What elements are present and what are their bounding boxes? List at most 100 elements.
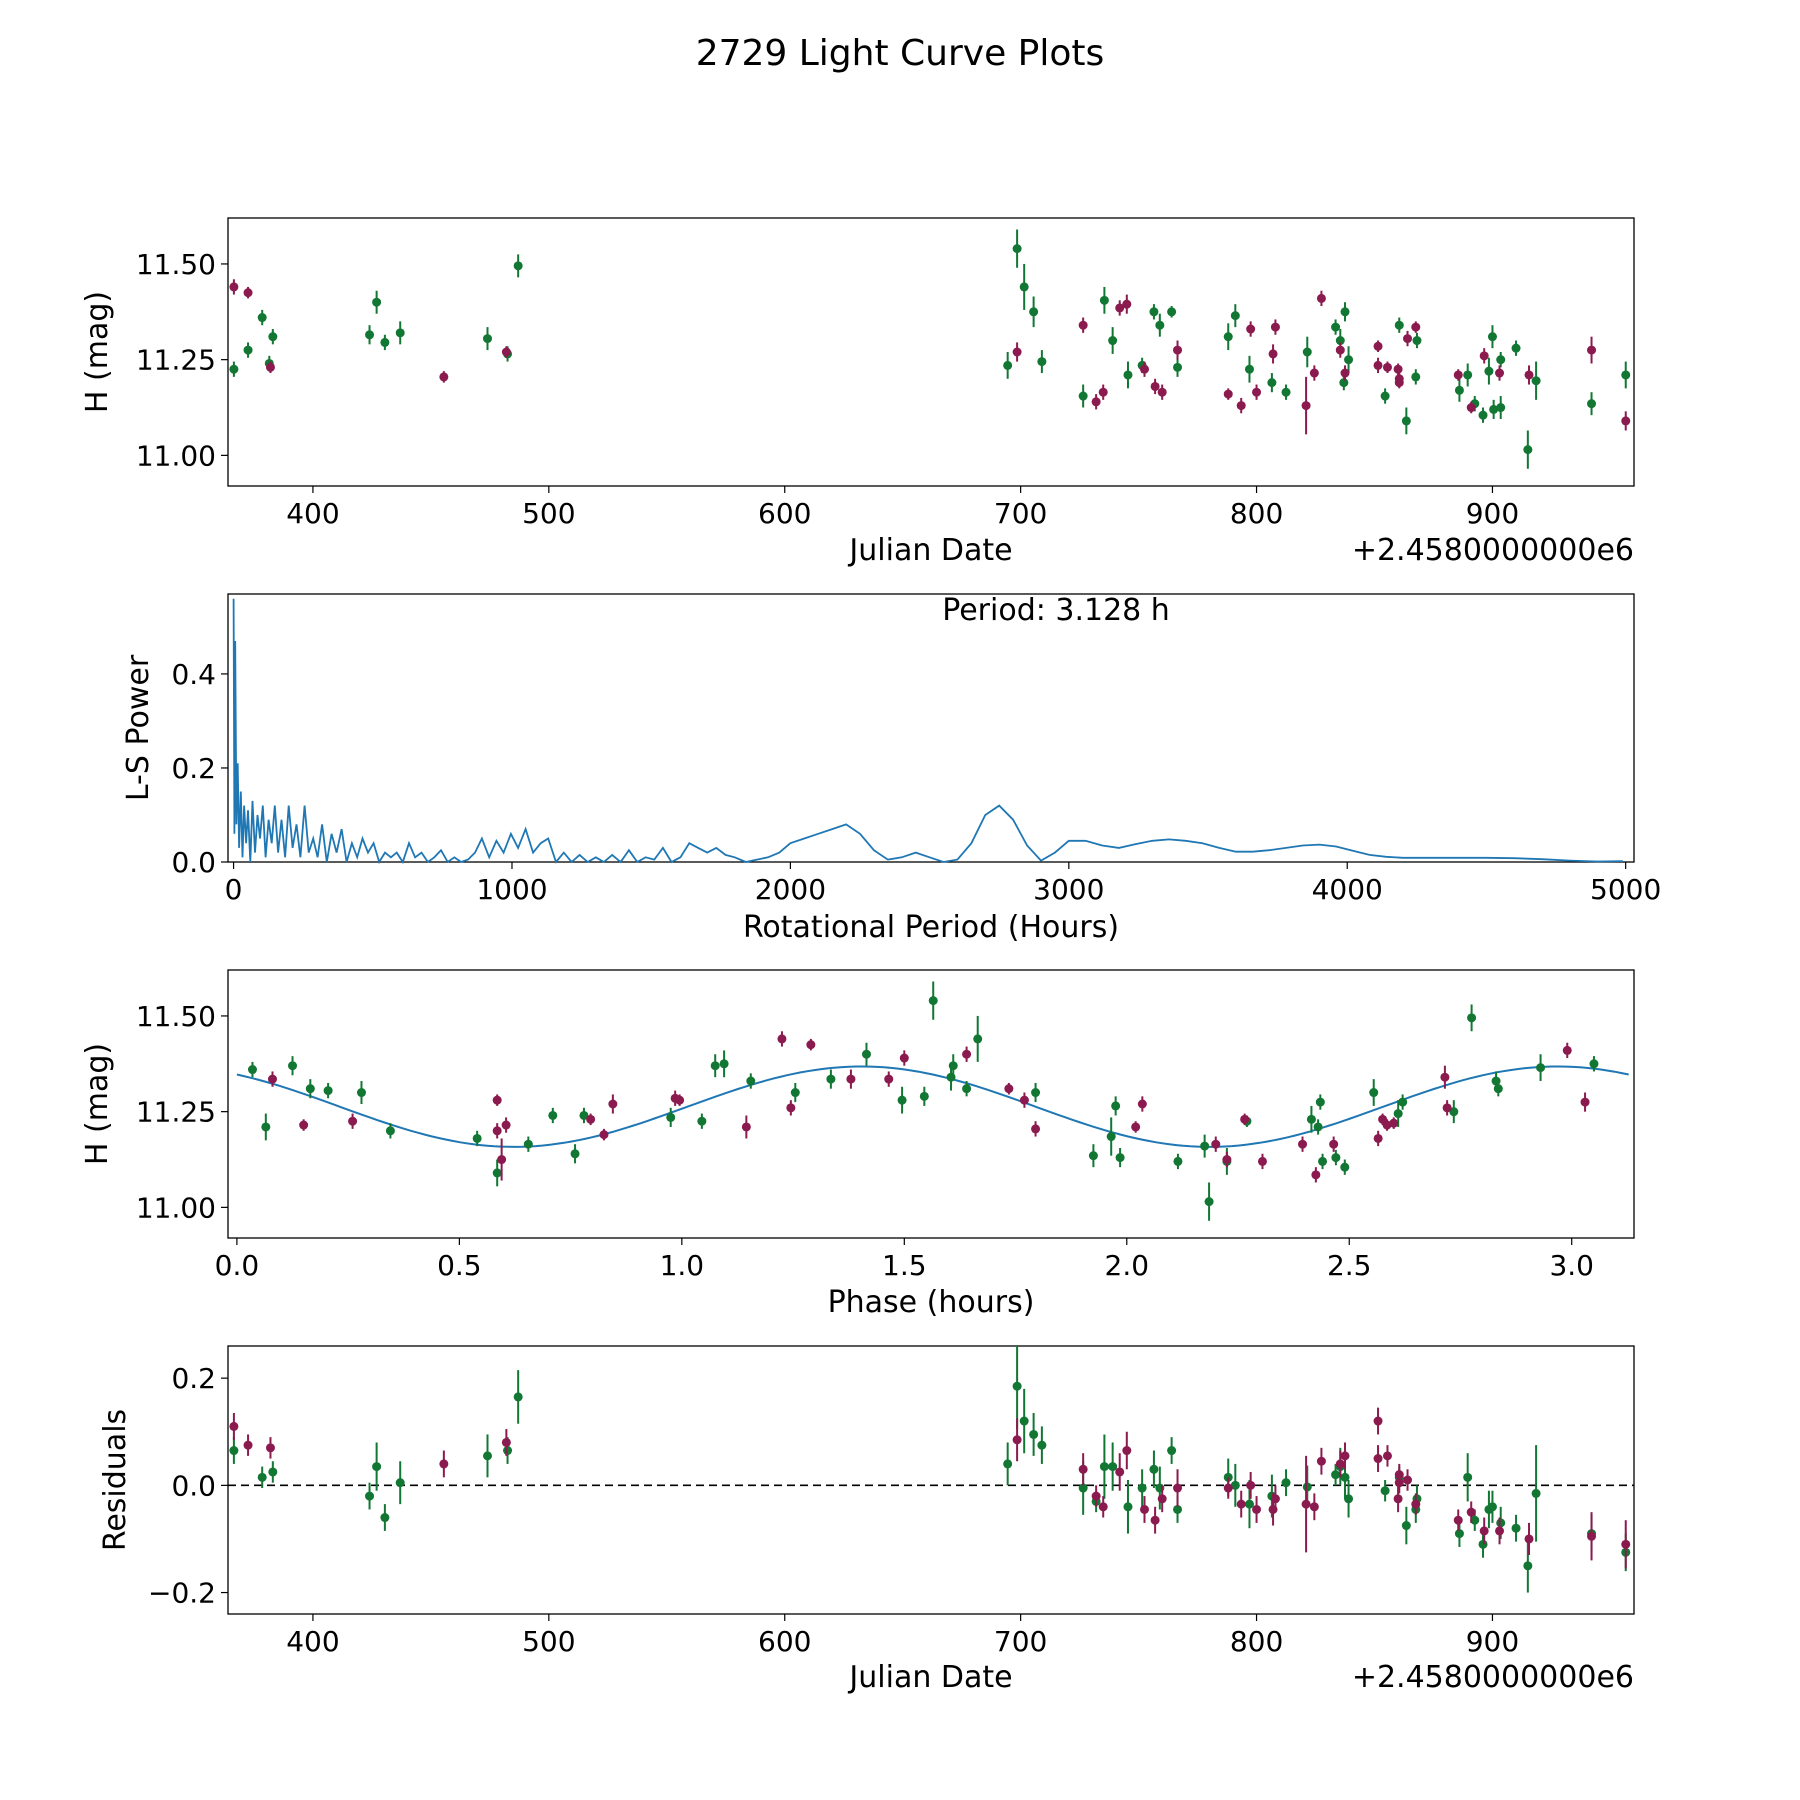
data-point-magenta: [1078, 320, 1088, 330]
data-point-green: [1478, 410, 1488, 420]
data-point-green: [1106, 1132, 1116, 1142]
data-point-green: [372, 1462, 382, 1472]
data-point-green: [1230, 1480, 1240, 1490]
data-point-green: [928, 996, 938, 1006]
data-point-magenta: [1091, 397, 1101, 407]
data-point-magenta: [1019, 1095, 1029, 1105]
data-point-green: [1078, 391, 1088, 401]
lightcurve-xlabel: Julian Date: [847, 533, 1012, 568]
data-point-green: [1200, 1141, 1210, 1151]
periodogram-ytick-label: 0.4: [171, 658, 216, 691]
periodogram-panel: 0 1000 2000 3000 4000 5000 0.0 0.2 0.4 Period: 3…: [121, 593, 1661, 945]
data-point-magenta: [1311, 1170, 1321, 1180]
periodogram-ytick-label: 0.2: [171, 752, 216, 785]
lightcurve-xtick-label: 900: [1466, 497, 1519, 530]
data-point-green: [1523, 445, 1533, 455]
data-point-green: [1411, 372, 1421, 382]
data-point-green: [897, 1095, 907, 1105]
data-point-magenta: [1012, 1435, 1022, 1445]
data-point-magenta: [1440, 1072, 1450, 1082]
data-point-magenta: [439, 372, 449, 382]
data-point-magenta: [1453, 1515, 1463, 1525]
lightcurve-xtick-label: 800: [1230, 497, 1283, 530]
data-point-green: [948, 1061, 958, 1071]
data-point-green: [1412, 336, 1422, 346]
data-point-green: [1470, 1515, 1480, 1525]
data-point-magenta: [1252, 1504, 1262, 1514]
phased-ylabel: H (mag): [80, 1043, 115, 1165]
data-point-green: [1339, 378, 1349, 388]
data-point-magenta: [884, 1074, 894, 1084]
data-point-green: [503, 1446, 513, 1456]
data-point-green: [1123, 1502, 1133, 1512]
residuals-ytick-label: 0.0: [171, 1469, 216, 1502]
phased-ytick-label: 11.00: [136, 1191, 216, 1224]
data-point-magenta: [1403, 334, 1413, 344]
data-point-green: [1302, 1482, 1312, 1492]
data-point-green: [1493, 1084, 1503, 1094]
data-point-green: [1099, 1462, 1109, 1472]
data-point-magenta: [1115, 1467, 1125, 1477]
data-point-magenta: [741, 1122, 751, 1132]
data-point-green: [666, 1112, 676, 1122]
data-point-magenta: [1340, 1451, 1350, 1461]
lightcurve-points: [229, 229, 1631, 469]
lightcurve-ytick-label: 11.25: [136, 344, 216, 377]
phased-xtick-label: 0.5: [437, 1249, 482, 1282]
data-point-green: [492, 1168, 502, 1178]
phased-xtick-label: 1.0: [660, 1249, 705, 1282]
data-point-magenta: [786, 1103, 796, 1113]
data-point-magenta: [1466, 1507, 1476, 1517]
data-point-green: [513, 261, 523, 271]
data-point-green: [861, 1049, 871, 1059]
residuals-xtick-label: 900: [1466, 1625, 1519, 1658]
period-annotation: Period: 3.128 h: [942, 593, 1170, 628]
data-point-green: [229, 364, 239, 374]
data-point-green: [356, 1088, 366, 1098]
data-point-magenta: [1309, 1502, 1319, 1512]
data-point-magenta: [267, 1074, 277, 1084]
data-point-magenta: [1236, 401, 1246, 411]
data-point-green: [1149, 307, 1159, 317]
lightcurve-ytick-label: 11.00: [136, 439, 216, 472]
data-point-magenta: [439, 1459, 449, 1469]
residuals-xtick-label: 700: [994, 1625, 1047, 1658]
data-point-green: [229, 1446, 239, 1456]
data-point-magenta: [1157, 387, 1167, 397]
data-point-magenta: [1131, 1122, 1141, 1132]
data-point-magenta: [1587, 1531, 1597, 1541]
data-point-green: [1173, 362, 1183, 372]
data-point-magenta: [1139, 364, 1149, 374]
data-point-magenta: [1268, 349, 1278, 359]
data-point-magenta: [899, 1053, 909, 1063]
data-point-magenta: [806, 1040, 816, 1050]
data-point-magenta: [1139, 1504, 1149, 1514]
data-point-magenta: [1270, 322, 1280, 332]
data-point-green: [380, 337, 390, 347]
data-point-green: [1088, 1151, 1098, 1161]
data-point-magenta: [243, 1440, 253, 1450]
data-point-magenta: [1393, 1494, 1403, 1504]
data-point-magenta: [1270, 1494, 1280, 1504]
data-point-green: [257, 1472, 267, 1482]
data-point-green: [1587, 399, 1597, 409]
data-point-green: [1394, 320, 1404, 330]
data-point-magenta: [1382, 1451, 1392, 1461]
lightcurve-xtick-label: 500: [522, 497, 575, 530]
lightcurve-frame: [227, 217, 1635, 487]
ls-power-line: [232, 598, 1623, 865]
data-point-magenta: [229, 1421, 239, 1431]
lightcurve-panel: 400 500 600 700 800 900 11.00 11.25 11.50 Julian…: [80, 217, 1635, 568]
data-point-green: [372, 297, 382, 307]
data-point-green: [1463, 1472, 1473, 1482]
data-point-magenta: [1340, 368, 1350, 378]
data-point-green: [523, 1139, 533, 1149]
lightcurve-ticks: 400 500 600 700 800 900 11.00 11.25 11.50: [136, 248, 1519, 530]
data-point-green: [1037, 357, 1047, 367]
periodogram-xtick-label: 4000: [1312, 873, 1383, 906]
periodogram-ticks: 0 1000 2000 3000 4000 5000 0.0 0.2 0.4: [171, 658, 1661, 906]
data-point-green: [1029, 1429, 1039, 1439]
data-point-green: [1137, 1483, 1147, 1493]
data-point-green: [1115, 1153, 1125, 1163]
data-point-green: [482, 334, 492, 344]
